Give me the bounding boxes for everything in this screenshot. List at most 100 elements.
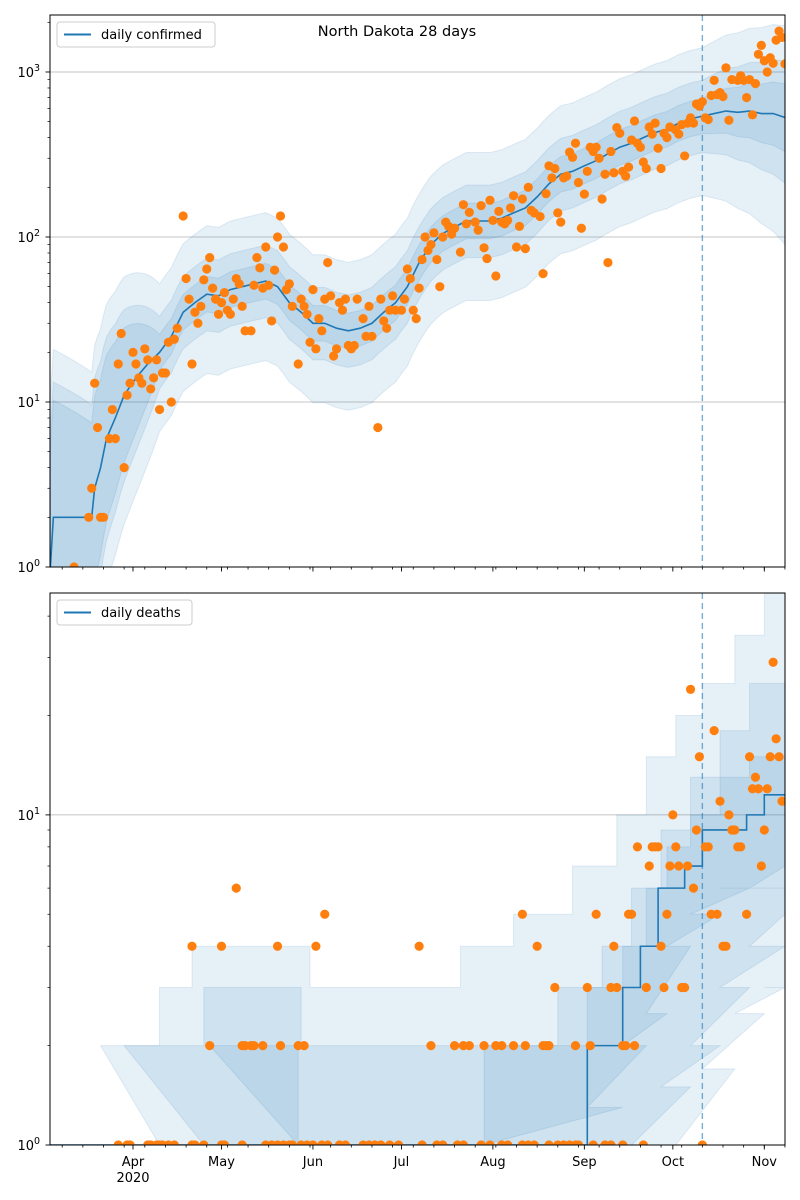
observed-point [674,129,684,139]
observed-point [650,118,660,128]
observed-point [125,1140,135,1145]
observed-point [199,1140,209,1145]
observed-point [694,752,705,762]
observed-point [402,264,412,274]
observed-point [659,982,669,993]
x-tick-label: Nov [752,1155,778,1170]
chart-title: North Dakota 28 days [318,24,476,40]
observed-point [691,825,702,835]
observed-point [582,982,592,993]
observed-point [662,909,672,919]
observed-point [476,200,486,211]
observed-point [264,280,274,290]
observed-point [550,163,560,174]
observed-point [777,32,785,43]
observed-point [219,288,230,298]
observed-point [544,1041,554,1051]
observed-point [137,378,147,388]
observed-point [621,1041,631,1051]
observed-point [110,434,120,444]
observed-point [553,208,563,218]
observed-point [680,982,690,993]
observed-point [272,941,283,951]
observed-point [149,373,159,383]
observed-point [184,294,194,304]
observed-point [579,189,589,199]
observed-point [535,211,545,222]
observed-point [756,40,766,50]
observed-point [237,1140,247,1145]
observed-point [255,263,265,273]
observed-point [588,1140,598,1145]
observed-point [635,142,646,152]
observed-point [777,796,785,806]
observed-point [609,941,619,951]
observed-point [284,279,294,289]
observed-point [742,92,752,103]
x-tick-label: Aug [480,1155,505,1170]
observed-point [193,318,203,328]
observed-point [665,861,675,871]
observed-point [750,772,761,782]
observed-point [532,941,542,951]
observed-point [449,223,460,233]
observed-point [87,483,97,493]
observed-point [520,1041,530,1051]
observed-point [311,344,321,354]
observed-point [662,133,672,143]
observed-point [299,1041,309,1051]
observed-point [556,217,566,227]
observed-point [629,1041,640,1051]
x-tick-label: Sep [572,1155,597,1170]
observed-point [615,128,625,138]
observed-point [196,301,206,311]
observed-point [216,298,227,308]
legend: daily deaths [56,599,193,626]
observed-point [317,326,327,336]
observed-point [606,1140,616,1145]
x-tick-label: May [208,1155,235,1170]
observed-point [376,294,386,304]
observed-point [458,200,468,210]
observed-point [632,842,643,852]
observed-point [506,203,516,213]
observed-point [511,242,522,252]
observed-point [376,1140,386,1145]
observed-point [517,909,528,919]
observed-point [116,328,126,339]
observed-point [146,384,156,394]
observed-point [187,359,197,369]
observed-point [656,941,666,951]
x-tick-label: Apr [122,1155,145,1170]
observed-point [379,316,389,326]
observed-point [762,67,772,77]
observed-point [249,1041,259,1051]
observed-point [352,294,362,304]
observed-point [414,283,424,293]
observed-point [585,1041,595,1051]
observed-point [399,294,409,304]
observed-point [771,734,781,744]
observed-point [252,253,262,263]
observed-point [213,309,224,319]
observed-point [199,275,209,285]
observed-point [358,314,368,324]
observed-point [305,337,315,347]
observed-point [152,355,162,365]
observed-point [208,283,218,293]
observed-point [405,273,415,284]
observed-point [762,784,772,794]
observed-point [656,163,666,174]
observed-point [479,1041,489,1051]
observed-point [261,242,271,252]
observed-point [128,347,138,357]
observed-point [323,1140,333,1145]
observed-point [275,1041,286,1051]
observed-point [485,1140,495,1145]
observed-point [122,390,132,400]
observed-point [544,1140,554,1145]
observed-point [653,842,663,852]
observed-point [774,752,784,762]
observed-point [768,58,778,68]
plot-area [50,15,785,567]
